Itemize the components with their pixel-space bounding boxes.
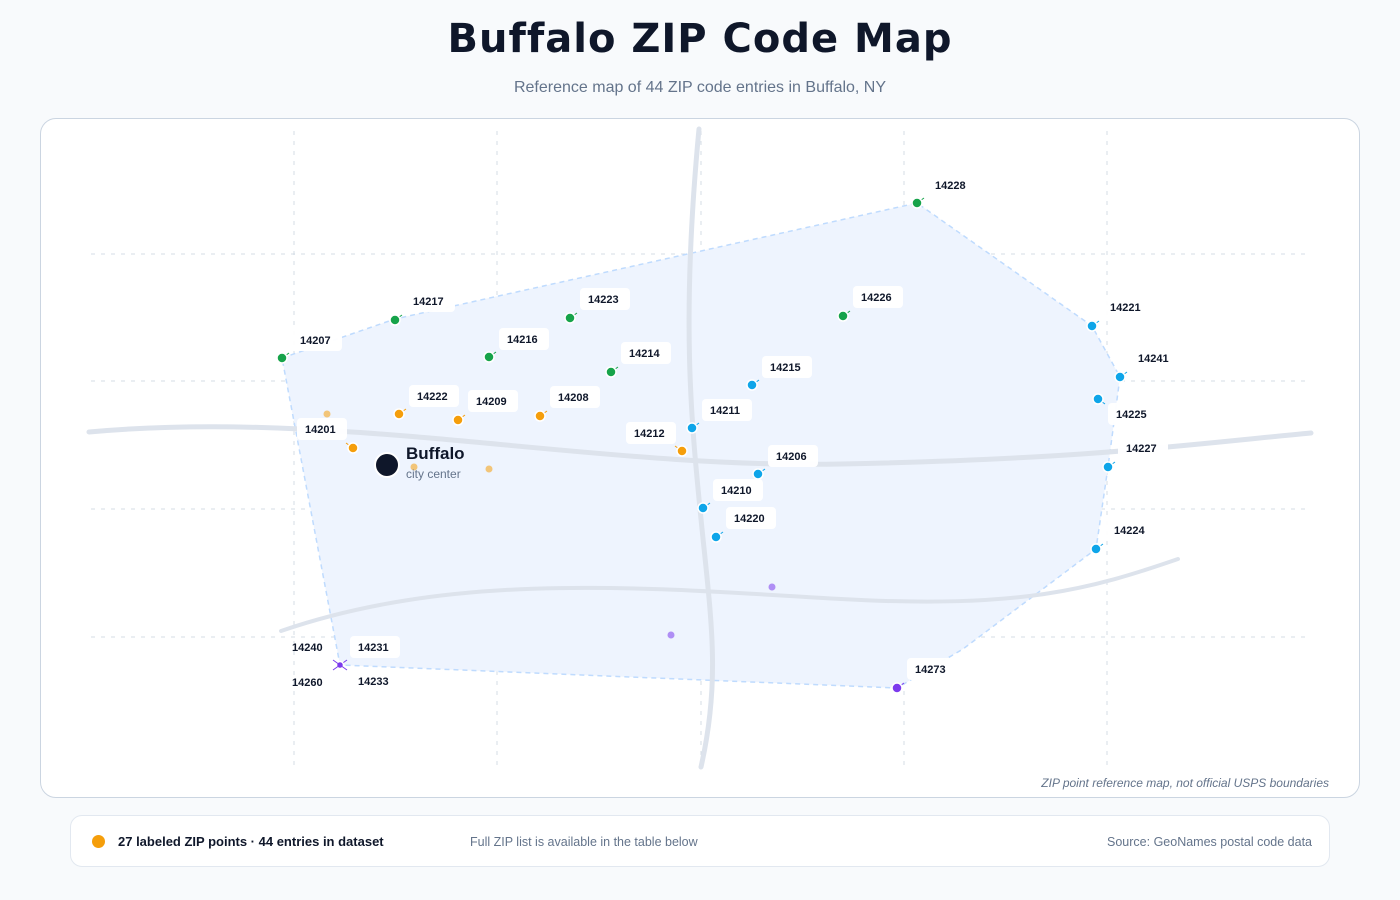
zip-label-box [580,288,630,310]
zip-point-14208[interactable] [534,410,546,422]
zip-label-14222[interactable]: 14222 [417,391,448,403]
legend-dot-icon [92,835,105,848]
table-note: Full ZIP list is available in the table … [470,835,698,849]
unlabeled-zip-point[interactable] [323,410,331,418]
zip-point-14217[interactable] [389,314,401,326]
zip-point-14228[interactable] [911,197,923,209]
zip-label-box [499,328,549,350]
zip-label-14227[interactable]: 14227 [1126,443,1157,455]
city-center-marker[interactable] [374,452,400,478]
zip-label-14226[interactable]: 14226 [861,292,892,304]
zip-label-14209[interactable]: 14209 [476,396,507,408]
zip-label-14208[interactable]: 14208 [558,392,589,404]
zip-label-14211[interactable]: 14211 [710,405,740,417]
legend-summary: 27 labeled ZIP points · 44 entries in da… [118,834,384,849]
zip-label-box [762,356,812,378]
zip-label-box [726,507,776,529]
label-leader-line [332,659,341,666]
zip-label-14216[interactable]: 14216 [507,334,538,346]
zip-label-14225[interactable]: 14225 [1116,409,1147,421]
page-subtitle: Reference map of 44 ZIP code entries in … [513,79,887,96]
zip-label-box [409,385,459,407]
zip-point-14207[interactable] [276,352,288,364]
zip-label-box [626,422,676,444]
zip-point-14210[interactable] [697,502,709,514]
zip-label-14223[interactable]: 14223 [588,294,619,306]
road-south [279,557,1180,633]
zip-label-box [768,445,818,467]
data-source: Source: GeoNames postal code data [1107,835,1312,849]
zip-label-box [853,286,903,308]
zip-label-14215[interactable]: 14215 [770,362,801,374]
zip-point-14223[interactable] [564,312,576,324]
zip-point-14211[interactable] [686,422,698,434]
zip-label-14210[interactable]: 14210 [721,485,752,497]
zip-label-14228[interactable]: 14228 [935,180,966,192]
zip-point-14221[interactable] [1086,320,1098,332]
map-disclaimer: ZIP point reference map, not official US… [1041,776,1329,790]
zip-point-14216[interactable] [483,351,495,363]
zip-label-14201[interactable]: 14201 [305,424,336,436]
map-panel[interactable]: Buffalo city center 14201 14206 14207 14208 14… [40,118,1360,798]
page-title: Buffalo ZIP Code Map [447,16,953,62]
zip-label-14241[interactable]: 14241 [1138,353,1169,365]
zip-label-box [927,174,977,196]
zip-label-14214[interactable]: 14214 [629,348,660,360]
zip-point-14206[interactable] [752,468,764,480]
zip-label-box [713,479,763,501]
zip-label-box [907,658,957,680]
unlabeled-zip-point[interactable] [410,463,418,471]
zip-point-14225[interactable] [1092,393,1104,405]
zip-label-14233[interactable]: 14233 [358,676,389,688]
zip-label-box [292,329,342,351]
zip-label-14217[interactable]: 14217 [413,296,444,308]
label-leader-line [339,664,348,671]
zip-label-box [1102,296,1152,318]
zip-map[interactable]: Buffalo city center 14201 14206 14207 14208 14… [41,119,1360,798]
zip-label-box [1130,347,1180,369]
city-sub-label: city center [406,467,461,481]
zip-point-14226[interactable] [837,310,849,322]
zip-label-14273[interactable]: 14273 [915,664,946,676]
unlabeled-zip-point[interactable] [768,583,776,591]
city-name-label: Buffalo [406,444,465,463]
zip-label-14260[interactable]: 14260 [292,677,323,689]
zip-point-14224[interactable] [1090,543,1102,555]
zip-label-box [297,418,347,440]
zip-label-14240[interactable]: 14240 [292,642,323,654]
zip-label-box [621,342,671,364]
zip-point-14220[interactable] [710,531,722,543]
zip-label-box [405,290,455,312]
zip-label-box [1118,437,1168,459]
zip-point-14227[interactable] [1102,461,1114,473]
zip-label-box [1108,403,1158,425]
zip-label-14207[interactable]: 14207 [300,335,331,347]
zip-point-14241[interactable] [1114,371,1126,383]
unlabeled-zip-point[interactable] [485,465,493,473]
zip-label-box [702,399,752,421]
zip-label-14206[interactable]: 14206 [776,451,807,463]
zip-label-box [468,390,518,412]
zip-label-14220[interactable]: 14220 [734,513,765,525]
zip-label-box [550,386,600,408]
zip-label-box [1106,519,1156,541]
zip-point-14212[interactable] [676,445,688,457]
zip-point-14222[interactable] [393,408,405,420]
zip-point-14273[interactable] [891,682,903,694]
zip-point-14215[interactable] [746,379,758,391]
zip-point-14201[interactable] [347,442,359,454]
legend-footer: 27 labeled ZIP points · 44 entries in da… [70,815,1330,867]
zip-point-14209[interactable] [452,414,464,426]
zip-label-14212[interactable]: 14212 [634,428,665,440]
unlabeled-zip-point[interactable] [667,631,675,639]
zip-point-14214[interactable] [605,366,617,378]
zip-label-14221[interactable]: 14221 [1110,302,1141,314]
zip-label-14231[interactable]: 14231 [358,642,389,654]
label-leader-line [332,664,341,671]
zip-label-14224[interactable]: 14224 [1114,525,1145,537]
zip-label-box [350,636,400,658]
